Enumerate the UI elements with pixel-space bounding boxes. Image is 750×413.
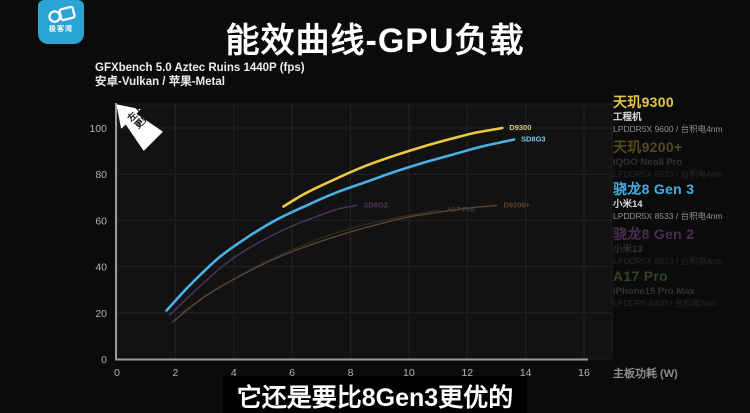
- x-tick-label: 10: [403, 367, 415, 379]
- legend-spec: LPDDR5X 8533 / 台积电4nm: [613, 169, 723, 179]
- x-tick-label: 12: [461, 367, 473, 379]
- y-tick-label: 20: [95, 308, 107, 320]
- caption-bar: 它还是要比8Gen3更优的: [222, 376, 528, 413]
- legend-title: 天玑9200+: [613, 139, 683, 155]
- y-tick-label: 60: [95, 215, 107, 227]
- x-tick-label: 0: [114, 367, 120, 379]
- legend-spec: LPDDR5 6400 / 台积电3nm: [613, 298, 717, 308]
- chart-subtitle: GFXbench 5.0 Aztec Ruins 1440P (fps) 安卓-…: [95, 61, 305, 89]
- x-tick-label: 4: [231, 367, 237, 379]
- x-tick-label: 2: [172, 367, 178, 379]
- plot-area: [116, 103, 613, 360]
- arrow-up-left-icon: [116, 104, 163, 151]
- curve-D9200+: [171, 204, 498, 323]
- page-title: 能效曲线-GPU负载: [225, 22, 525, 60]
- legend-item-a17pro: A17 Pro iPhone15 Pro Max LPDDR5 6400 / 台…: [613, 268, 717, 308]
- x-axis-label: 主板功耗 (W): [613, 368, 678, 380]
- better-direction-badge: 左上 更好: [111, 99, 169, 157]
- channel-logo: 极客湾: [38, 0, 84, 44]
- chart-subtitle-line2: 安卓-Vulkan / 苹果-Metal: [95, 76, 225, 88]
- legend-device: 工程机: [613, 112, 642, 123]
- curve-SD8G3: [165, 138, 516, 312]
- y-tick-label: 40: [95, 262, 107, 274]
- legend-item-sd8gen2: 骁龙8 Gen 2 小米13 LPDDR5X 8533 / 台积电4nm: [613, 226, 723, 266]
- x-tick-label: 14: [520, 367, 532, 379]
- camera-icon: [48, 5, 76, 23]
- legend-item-sd8gen3: 骁龙8 Gen 3 小米14 LPDDR5X 8533 / 台积电4nm: [613, 181, 723, 221]
- legend-device: 小米13: [613, 244, 643, 255]
- chart-legend: 天玑9300 工程机 LPDDR5X 9600 / 台积电4nm 天玑9200+…: [613, 0, 750, 413]
- legend-spec: LPDDR5X 9600 / 台积电4nm: [613, 124, 723, 134]
- y-tick-label: 0: [101, 354, 107, 366]
- y-tick-label: 100: [89, 123, 107, 135]
- x-tick-label: 8: [348, 367, 354, 379]
- curve-label-D9200+: D9200+: [504, 200, 531, 209]
- legend-item-d9300: 天玑9300 工程机 LPDDR5X 9600 / 台积电4nm: [613, 94, 723, 134]
- curve-label-D9300: D9300: [509, 123, 531, 132]
- chart-subtitle-line1: GFXbench 5.0 Aztec Ruins 1440P (fps): [95, 62, 305, 74]
- legend-title: 骁龙8 Gen 3: [613, 181, 695, 197]
- legend-spec: LPDDR5X 8533 / 台积电4nm: [613, 211, 723, 221]
- curve-label-SD8G3: SD8G3: [521, 135, 546, 144]
- curve-D9300: [282, 126, 504, 208]
- legend-item-d9200plus: 天玑9200+ iQOO Neo8 Pro LPDDR5X 8533 / 台积电…: [613, 139, 723, 179]
- legend-device: 小米14: [613, 199, 643, 210]
- channel-name: 极客湾: [49, 26, 73, 33]
- y-tick-label: 80: [95, 169, 107, 181]
- legend-title: 天玑9300: [613, 94, 674, 110]
- legend-device: iQOO Neo8 Pro: [613, 157, 683, 168]
- curve-SD8G2: [168, 204, 358, 316]
- legend-title: 骁龙8 Gen 2: [613, 226, 695, 242]
- x-tick-label: 16: [578, 367, 590, 379]
- legend-spec: LPDDR5X 8533 / 台积电4nm: [613, 256, 723, 266]
- curve-label-SD8G2: SD8G2: [363, 200, 388, 209]
- legend-device: iPhone15 Pro Max: [613, 286, 695, 297]
- legend-title: A17 Pro: [613, 268, 669, 284]
- x-tick-label: 6: [289, 367, 295, 379]
